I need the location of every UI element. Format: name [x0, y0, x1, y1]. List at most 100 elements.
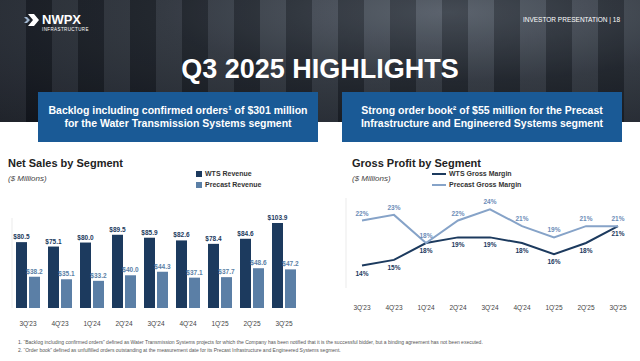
- bar: [176, 240, 187, 308]
- bar: [80, 243, 91, 308]
- x-tick-label: 1Q'24: [83, 320, 101, 328]
- x-tick-label: 3Q'23: [19, 320, 37, 328]
- data-label: $84.6: [237, 230, 254, 238]
- data-label: 18%: [419, 232, 432, 239]
- data-labels: 14%15%18%19%19%18%16%18%21%22%23%18%22%2…: [355, 198, 624, 276]
- bar: [144, 238, 155, 308]
- data-label: 24%: [483, 198, 496, 205]
- data-label: $89.5: [109, 226, 126, 234]
- data-label: $85.9: [141, 229, 158, 237]
- x-tick-label: 3Q'25: [275, 320, 293, 328]
- data-label: 21%: [515, 215, 528, 222]
- bar: [157, 272, 168, 308]
- bar-chart: Net Sales by Segment ($ Millions) 3Q'23 4Q'…: [8, 157, 299, 328]
- data-label: 21%: [579, 215, 592, 222]
- highlight-box: Strong order book² of $55 million for th…: [342, 92, 622, 142]
- data-label: 19%: [451, 241, 464, 248]
- legend-swatch: [196, 171, 202, 177]
- legend-label: WTS Gross Margin: [449, 170, 512, 178]
- x-tick-label: 4Q'23: [51, 320, 69, 328]
- legend-swatch: [196, 182, 202, 188]
- x-tick-label: 1Q'25: [545, 304, 563, 312]
- data-label: 21%: [611, 230, 624, 237]
- bar: [208, 244, 219, 308]
- data-label: 19%: [483, 241, 496, 248]
- bar: [125, 275, 136, 308]
- x-tick-label: 3Q'23: [353, 304, 371, 312]
- data-label: $33.2: [90, 272, 107, 280]
- bar: [93, 281, 104, 308]
- bar: [221, 277, 232, 308]
- chart-subtitle: ($ Millions): [8, 174, 47, 183]
- data-label: $38.2: [26, 268, 43, 276]
- slide: NWPXINFRASTRUCTURE INVESTOR PRESENTATION …: [0, 0, 640, 361]
- bar: [240, 239, 251, 308]
- x-tick-label: 3Q'24: [481, 304, 499, 312]
- bar: [112, 235, 123, 308]
- y-axis-line: [12, 218, 13, 308]
- data-label: 15%: [387, 264, 400, 271]
- legend-label: WTS Revenue: [205, 170, 252, 177]
- data-label: 16%: [547, 258, 560, 265]
- data-label: $80.0: [77, 234, 94, 242]
- x-tick-label: 4Q'24: [513, 304, 531, 312]
- data-label: $47.2: [282, 260, 299, 268]
- logo-icon: [24, 17, 30, 23]
- chart-title: Net Sales by Segment: [8, 157, 123, 169]
- x-tick-label: 3Q'24: [147, 320, 165, 328]
- data-label: $40.0: [122, 266, 139, 274]
- legend-swatch: [432, 173, 446, 175]
- data-label: 23%: [387, 204, 400, 211]
- bar: [29, 277, 40, 308]
- x-tick-label: 1Q'25: [211, 320, 229, 328]
- bar: [253, 268, 264, 308]
- bar: [48, 247, 59, 308]
- x-tick-label: 2Q'24: [449, 304, 467, 312]
- logo-text: NWPX: [42, 12, 81, 27]
- page: NWPXINFRASTRUCTURE INVESTOR PRESENTATION …: [0, 0, 640, 361]
- logo-subtitle: INFRASTRUCTURE: [42, 27, 89, 32]
- bar: [61, 279, 72, 308]
- data-label: $75.1: [45, 238, 62, 246]
- data-label: 18%: [419, 247, 432, 254]
- x-tick-label: 4Q'23: [385, 304, 403, 312]
- x-tick-label: 4Q'24: [179, 320, 197, 328]
- data-label: $44.3: [154, 263, 171, 271]
- data-label: $82.6: [173, 231, 190, 239]
- data-label: $80.5: [13, 233, 30, 241]
- x-tick-label: 2Q'24: [115, 320, 133, 328]
- chart-title: Gross Profit by Segment: [352, 157, 481, 169]
- data-label: 18%: [579, 247, 592, 254]
- x-tick-label: 2Q'25: [243, 320, 261, 328]
- footnote: 2. “Order book” defined as unfulfilled o…: [18, 347, 341, 353]
- data-label: 19%: [547, 226, 560, 233]
- bar: [272, 223, 283, 308]
- marks: [16, 223, 296, 308]
- x-tick-label: 2Q'25: [577, 304, 595, 312]
- data-label: $103.9: [268, 214, 288, 222]
- line: [362, 226, 618, 265]
- legend-label: Precast Revenue: [205, 181, 262, 188]
- line: [362, 209, 618, 243]
- marks: [362, 209, 618, 265]
- slide-title: Q3 2025 HIGHLIGHTS: [181, 54, 459, 84]
- data-label: $37.1: [186, 269, 203, 277]
- bar: [16, 242, 27, 308]
- bar: [189, 278, 200, 308]
- chart-subtitle: ($ Millions): [352, 174, 391, 183]
- footnote: 1. “Backlog including confirmed orders” …: [18, 339, 483, 345]
- data-label: $35.1: [58, 270, 75, 278]
- page-label: INVESTOR PRESENTATION | 18: [523, 16, 620, 24]
- data-label: 21%: [611, 215, 624, 222]
- legend-label: Precast Gross Margin: [449, 181, 521, 189]
- y-axis-line: [346, 198, 347, 288]
- data-labels: $80.5$75.1$80.0$89.5$85.9$82.6$78.4$84.6…: [13, 214, 299, 280]
- data-label: 18%: [515, 247, 528, 254]
- bar: [285, 269, 296, 308]
- data-label: $48.6: [250, 259, 267, 267]
- data-label: 22%: [355, 210, 368, 217]
- highlight-box: Backlog including confirmed orders¹ of $…: [38, 92, 318, 142]
- x-tick-label: 3Q'25: [609, 304, 627, 312]
- data-label: 14%: [355, 270, 368, 277]
- legend-swatch: [432, 184, 446, 186]
